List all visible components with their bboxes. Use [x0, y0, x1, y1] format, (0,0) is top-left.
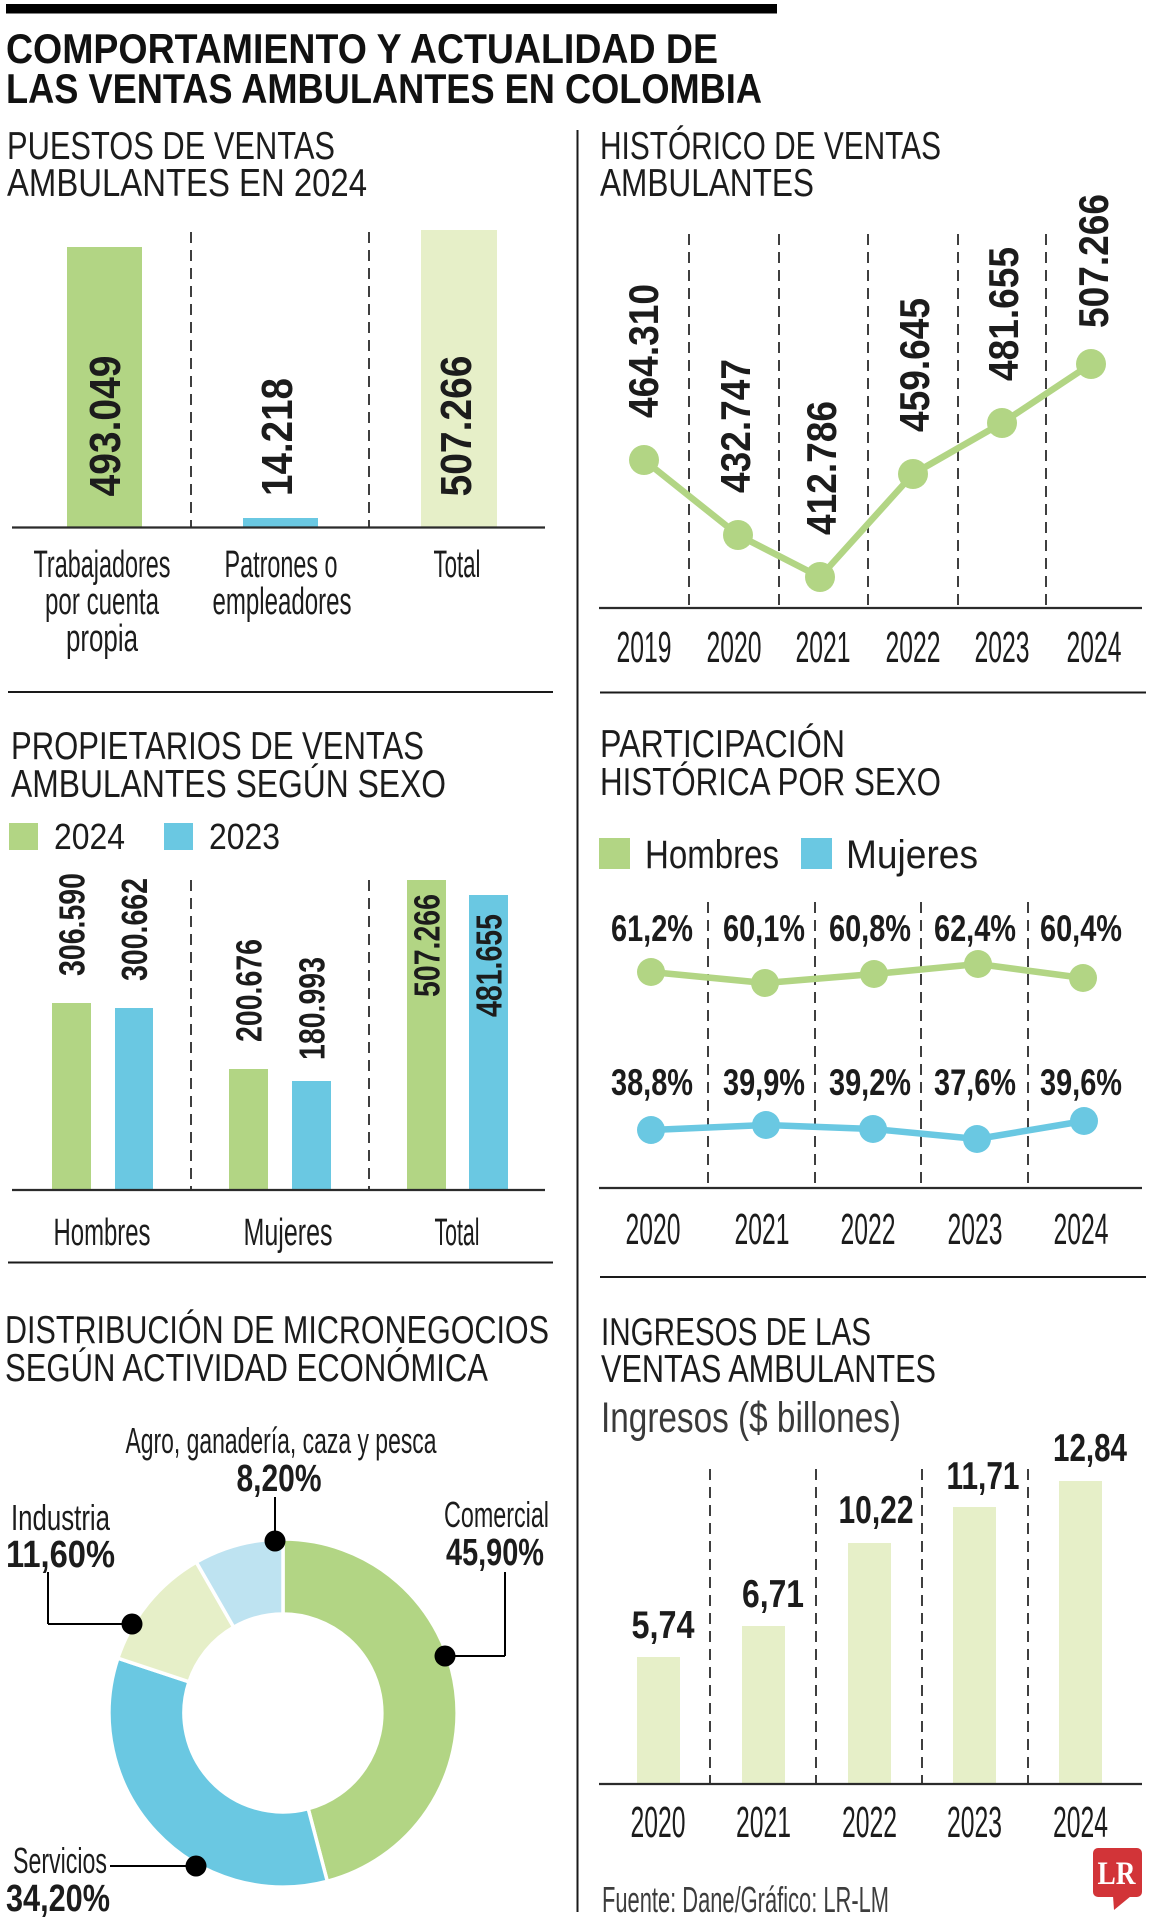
- svg-text:14.218: 14.218: [253, 378, 302, 496]
- svg-text:2023: 2023: [975, 623, 1030, 672]
- svg-text:Total: Total: [435, 1212, 480, 1254]
- svg-text:por cuenta: por cuenta: [45, 581, 160, 623]
- svg-text:DISTRIBUCIÓN DE MICRONEGOCIOS: DISTRIBUCIÓN DE MICRONEGOCIOS: [5, 1309, 549, 1352]
- svg-text:Ingresos ($ billones): Ingresos ($ billones): [601, 1394, 901, 1442]
- svg-text:37,6%: 37,6%: [934, 1062, 1016, 1103]
- svg-text:2023: 2023: [948, 1205, 1003, 1254]
- svg-text:PUESTOS DE VENTAS: PUESTOS DE VENTAS: [7, 125, 335, 168]
- svg-text:2022: 2022: [886, 623, 941, 672]
- svg-text:Agro, ganadería, caza y pesca: Agro, ganadería, caza y pesca: [126, 1420, 438, 1461]
- svg-text:2020: 2020: [707, 623, 762, 672]
- svg-text:493.049: 493.049: [81, 356, 130, 497]
- svg-text:459.645: 459.645: [891, 298, 938, 432]
- svg-text:LAS VENTAS AMBULANTES EN COLOM: LAS VENTAS AMBULANTES EN COLOMBIA: [6, 65, 762, 112]
- svg-text:Hombres: Hombres: [54, 1212, 151, 1254]
- svg-text:2024: 2024: [1067, 623, 1122, 672]
- svg-text:5,74: 5,74: [632, 1604, 695, 1647]
- svg-text:VENTAS AMBULANTES: VENTAS AMBULANTES: [601, 1348, 936, 1391]
- svg-text:11,71: 11,71: [947, 1455, 1020, 1498]
- svg-text:Servicios: Servicios: [13, 1840, 107, 1881]
- svg-text:432.747: 432.747: [712, 359, 759, 493]
- svg-text:39,2%: 39,2%: [829, 1062, 911, 1103]
- svg-text:2022: 2022: [841, 1205, 896, 1254]
- svg-text:200.676: 200.676: [229, 939, 270, 1042]
- svg-text:2020: 2020: [626, 1205, 681, 1254]
- svg-text:481.655: 481.655: [980, 247, 1027, 381]
- svg-text:propia: propia: [66, 618, 139, 660]
- svg-text:Patrones o: Patrones o: [225, 544, 338, 586]
- svg-text:Total: Total: [434, 544, 481, 586]
- svg-text:39,9%: 39,9%: [723, 1062, 805, 1103]
- svg-text:300.662: 300.662: [114, 878, 155, 981]
- svg-text:PROPIETARIOS DE VENTAS: PROPIETARIOS DE VENTAS: [11, 725, 424, 768]
- svg-text:2024: 2024: [1054, 1205, 1109, 1254]
- svg-text:2022: 2022: [842, 1798, 897, 1847]
- svg-text:2021: 2021: [736, 1798, 791, 1847]
- svg-text:2023: 2023: [947, 1798, 1002, 1847]
- svg-text:AMBULANTES SEGÚN SEXO: AMBULANTES SEGÚN SEXO: [11, 763, 446, 806]
- svg-text:10,22: 10,22: [839, 1489, 914, 1532]
- svg-text:AMBULANTES EN 2024: AMBULANTES EN 2024: [7, 162, 367, 205]
- svg-text:Fuente: Dane/Gráfico: LR-LM: Fuente: Dane/Gráfico: LR-LM: [602, 1879, 889, 1920]
- svg-text:Mujeres: Mujeres: [244, 1212, 333, 1254]
- svg-text:Hombres: Hombres: [645, 833, 779, 877]
- svg-text:Mujeres: Mujeres: [846, 833, 978, 877]
- svg-text:34,20%: 34,20%: [6, 1878, 110, 1920]
- svg-text:507.266: 507.266: [407, 894, 448, 997]
- svg-text:464.310: 464.310: [620, 284, 667, 418]
- svg-text:11,60%: 11,60%: [6, 1534, 115, 1576]
- svg-text:38,8%: 38,8%: [611, 1062, 693, 1103]
- svg-text:39,6%: 39,6%: [1040, 1062, 1122, 1103]
- svg-text:Trabajadores: Trabajadores: [34, 544, 171, 586]
- svg-text:SEGÚN ACTIVIDAD ECONÓMICA: SEGÚN ACTIVIDAD ECONÓMICA: [5, 1347, 488, 1390]
- svg-text:61,2%: 61,2%: [611, 908, 693, 949]
- svg-text:INGRESOS DE LAS: INGRESOS DE LAS: [601, 1311, 871, 1354]
- svg-text:2024: 2024: [54, 816, 125, 857]
- svg-text:COMPORTAMIENTO Y ACTUALIDAD DE: COMPORTAMIENTO Y ACTUALIDAD DE: [6, 25, 718, 72]
- svg-text:62,4%: 62,4%: [934, 908, 1016, 949]
- svg-text:507.266: 507.266: [1070, 194, 1117, 328]
- svg-text:180.993: 180.993: [292, 957, 333, 1060]
- svg-text:412.786: 412.786: [798, 401, 845, 535]
- svg-text:empleadores: empleadores: [213, 581, 352, 623]
- svg-text:2020: 2020: [631, 1798, 686, 1847]
- svg-text:PARTICIPACIÓN: PARTICIPACIÓN: [600, 723, 845, 766]
- svg-text:481.655: 481.655: [469, 914, 510, 1017]
- svg-text:HISTÓRICO DE VENTAS: HISTÓRICO DE VENTAS: [600, 125, 941, 168]
- svg-text:60,8%: 60,8%: [829, 908, 911, 949]
- svg-text:507.266: 507.266: [432, 356, 481, 497]
- svg-text:LR: LR: [1098, 1856, 1137, 1892]
- svg-text:Industria: Industria: [11, 1497, 111, 1538]
- svg-text:60,4%: 60,4%: [1040, 908, 1122, 949]
- svg-text:2023: 2023: [209, 816, 280, 857]
- svg-text:HISTÓRICA POR SEXO: HISTÓRICA POR SEXO: [600, 761, 941, 804]
- svg-text:Comercial: Comercial: [444, 1494, 549, 1535]
- svg-text:306.590: 306.590: [52, 873, 93, 976]
- svg-text:8,20%: 8,20%: [237, 1458, 322, 1500]
- svg-text:60,1%: 60,1%: [723, 908, 805, 949]
- svg-text:6,71: 6,71: [742, 1573, 804, 1616]
- svg-text:45,90%: 45,90%: [446, 1532, 544, 1574]
- svg-text:AMBULANTES: AMBULANTES: [600, 162, 814, 205]
- svg-text:2024: 2024: [1053, 1798, 1108, 1847]
- svg-text:2021: 2021: [796, 623, 851, 672]
- svg-text:2021: 2021: [735, 1205, 790, 1254]
- svg-text:12,84: 12,84: [1053, 1427, 1127, 1470]
- svg-text:2019: 2019: [617, 623, 672, 672]
